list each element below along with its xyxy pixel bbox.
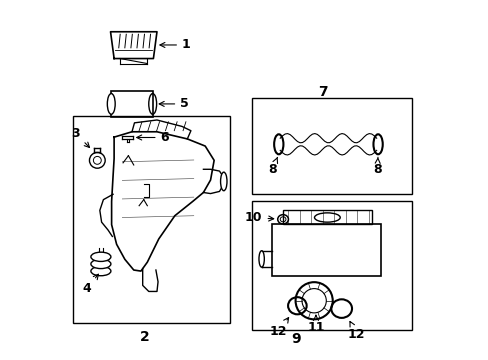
Text: 3: 3 bbox=[71, 127, 89, 148]
Text: 6: 6 bbox=[137, 131, 169, 144]
Bar bbox=[251, 202, 411, 330]
Ellipse shape bbox=[220, 172, 226, 191]
Ellipse shape bbox=[107, 94, 115, 114]
Text: 12: 12 bbox=[347, 321, 365, 341]
Text: 8: 8 bbox=[267, 157, 277, 176]
Ellipse shape bbox=[91, 252, 111, 261]
Bar bbox=[272, 224, 381, 276]
Bar bbox=[283, 210, 371, 224]
Bar bbox=[251, 98, 411, 194]
Ellipse shape bbox=[259, 251, 264, 267]
Ellipse shape bbox=[91, 266, 111, 276]
Text: 4: 4 bbox=[82, 274, 98, 296]
Text: 12: 12 bbox=[269, 318, 288, 338]
Text: 10: 10 bbox=[244, 211, 273, 224]
Bar bbox=[73, 116, 230, 323]
Text: 7: 7 bbox=[318, 85, 327, 99]
Text: 5: 5 bbox=[159, 98, 188, 111]
Text: 9: 9 bbox=[291, 332, 301, 346]
Ellipse shape bbox=[91, 259, 111, 269]
Text: 8: 8 bbox=[372, 157, 381, 176]
Text: 2: 2 bbox=[139, 330, 149, 344]
Text: 11: 11 bbox=[306, 315, 324, 334]
Text: 1: 1 bbox=[160, 39, 190, 51]
Bar bbox=[111, 91, 152, 117]
